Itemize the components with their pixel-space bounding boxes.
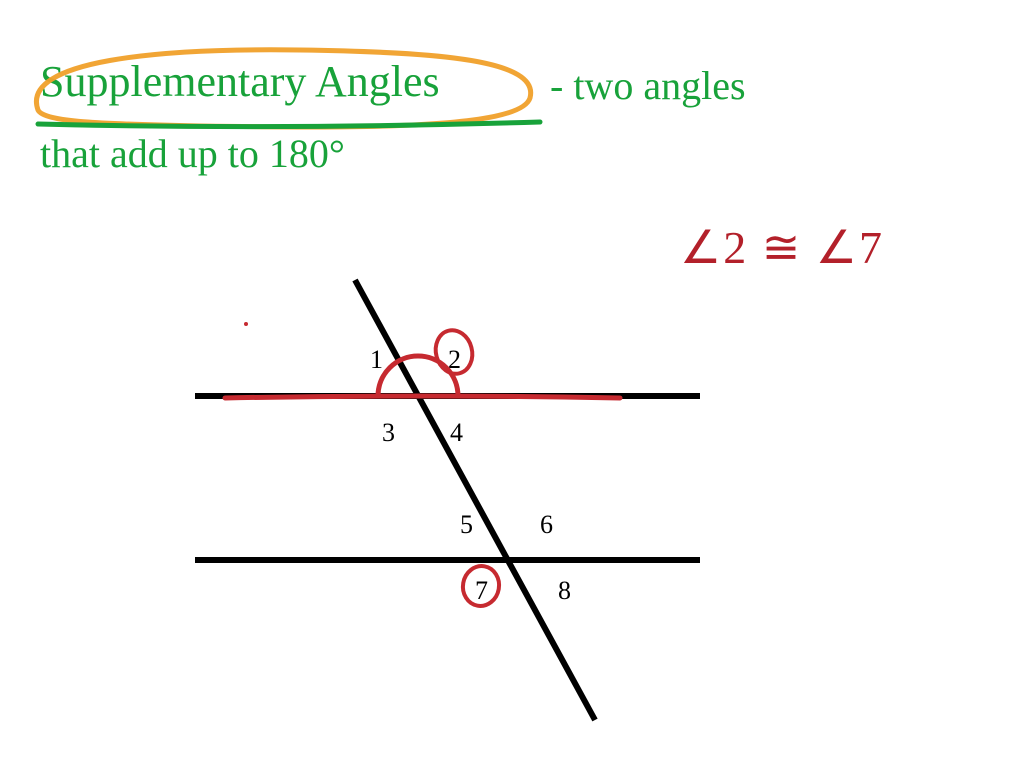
angle-label-5: 5: [460, 510, 473, 540]
angle-label-3: 3: [382, 418, 395, 448]
definition-text-line2: that add up to 180°: [40, 130, 345, 177]
angle-label-4: 4: [450, 418, 463, 448]
congruence-statement: ∠2 ≅ ∠7: [680, 220, 884, 274]
green-underline: [38, 122, 540, 127]
red-highlight-upper-line: [225, 396, 620, 398]
whiteboard-canvas: Supplementary Angles - two angles that a…: [0, 0, 1024, 768]
definition-text-line1: - two angles: [550, 62, 746, 109]
angle-label-1: 1: [370, 345, 383, 375]
stray-red-dot: [244, 322, 248, 326]
angle-label-6: 6: [540, 510, 553, 540]
angle-label-7: 7: [475, 576, 488, 606]
svg-overlay: [0, 0, 1024, 768]
red-supplementary-arc: [378, 356, 458, 396]
transversal-line: [355, 280, 595, 720]
title-text: Supplementary Angles: [40, 56, 440, 107]
angle-label-2: 2: [448, 345, 461, 375]
angle-label-8: 8: [558, 576, 571, 606]
